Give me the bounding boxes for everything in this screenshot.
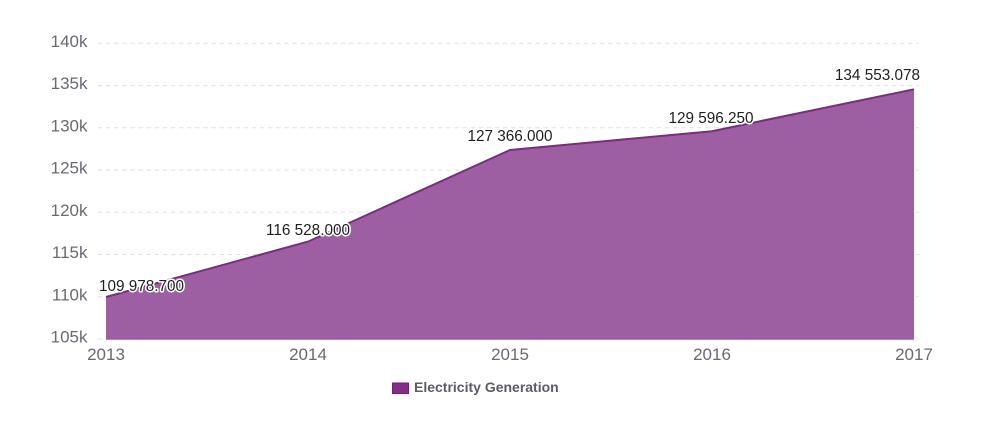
svg-text:2016: 2016: [693, 345, 731, 364]
svg-text:130k: 130k: [51, 116, 88, 135]
svg-text:2017: 2017: [895, 345, 933, 364]
svg-text:134 553.078: 134 553.078: [835, 67, 920, 84]
svg-text:2015: 2015: [491, 345, 529, 364]
svg-text:2013: 2013: [87, 345, 125, 364]
svg-text:127 366.000: 127 366.000: [467, 128, 552, 145]
svg-text:Electricity Generation: Electricity Generation: [414, 379, 559, 395]
svg-text:140k: 140k: [51, 32, 88, 51]
svg-text:116 528.000: 116 528.000: [266, 222, 350, 239]
svg-text:2014: 2014: [289, 345, 327, 364]
svg-text:110k: 110k: [52, 285, 88, 304]
svg-text:135k: 135k: [51, 74, 88, 93]
svg-text:120k: 120k: [51, 201, 88, 220]
svg-text:129 596.250: 129 596.250: [668, 110, 753, 127]
svg-text:109 978.700: 109 978.700: [99, 278, 184, 295]
svg-text:115k: 115k: [52, 243, 88, 262]
svg-text:125k: 125k: [51, 159, 88, 178]
svg-text:105k: 105k: [51, 328, 88, 347]
